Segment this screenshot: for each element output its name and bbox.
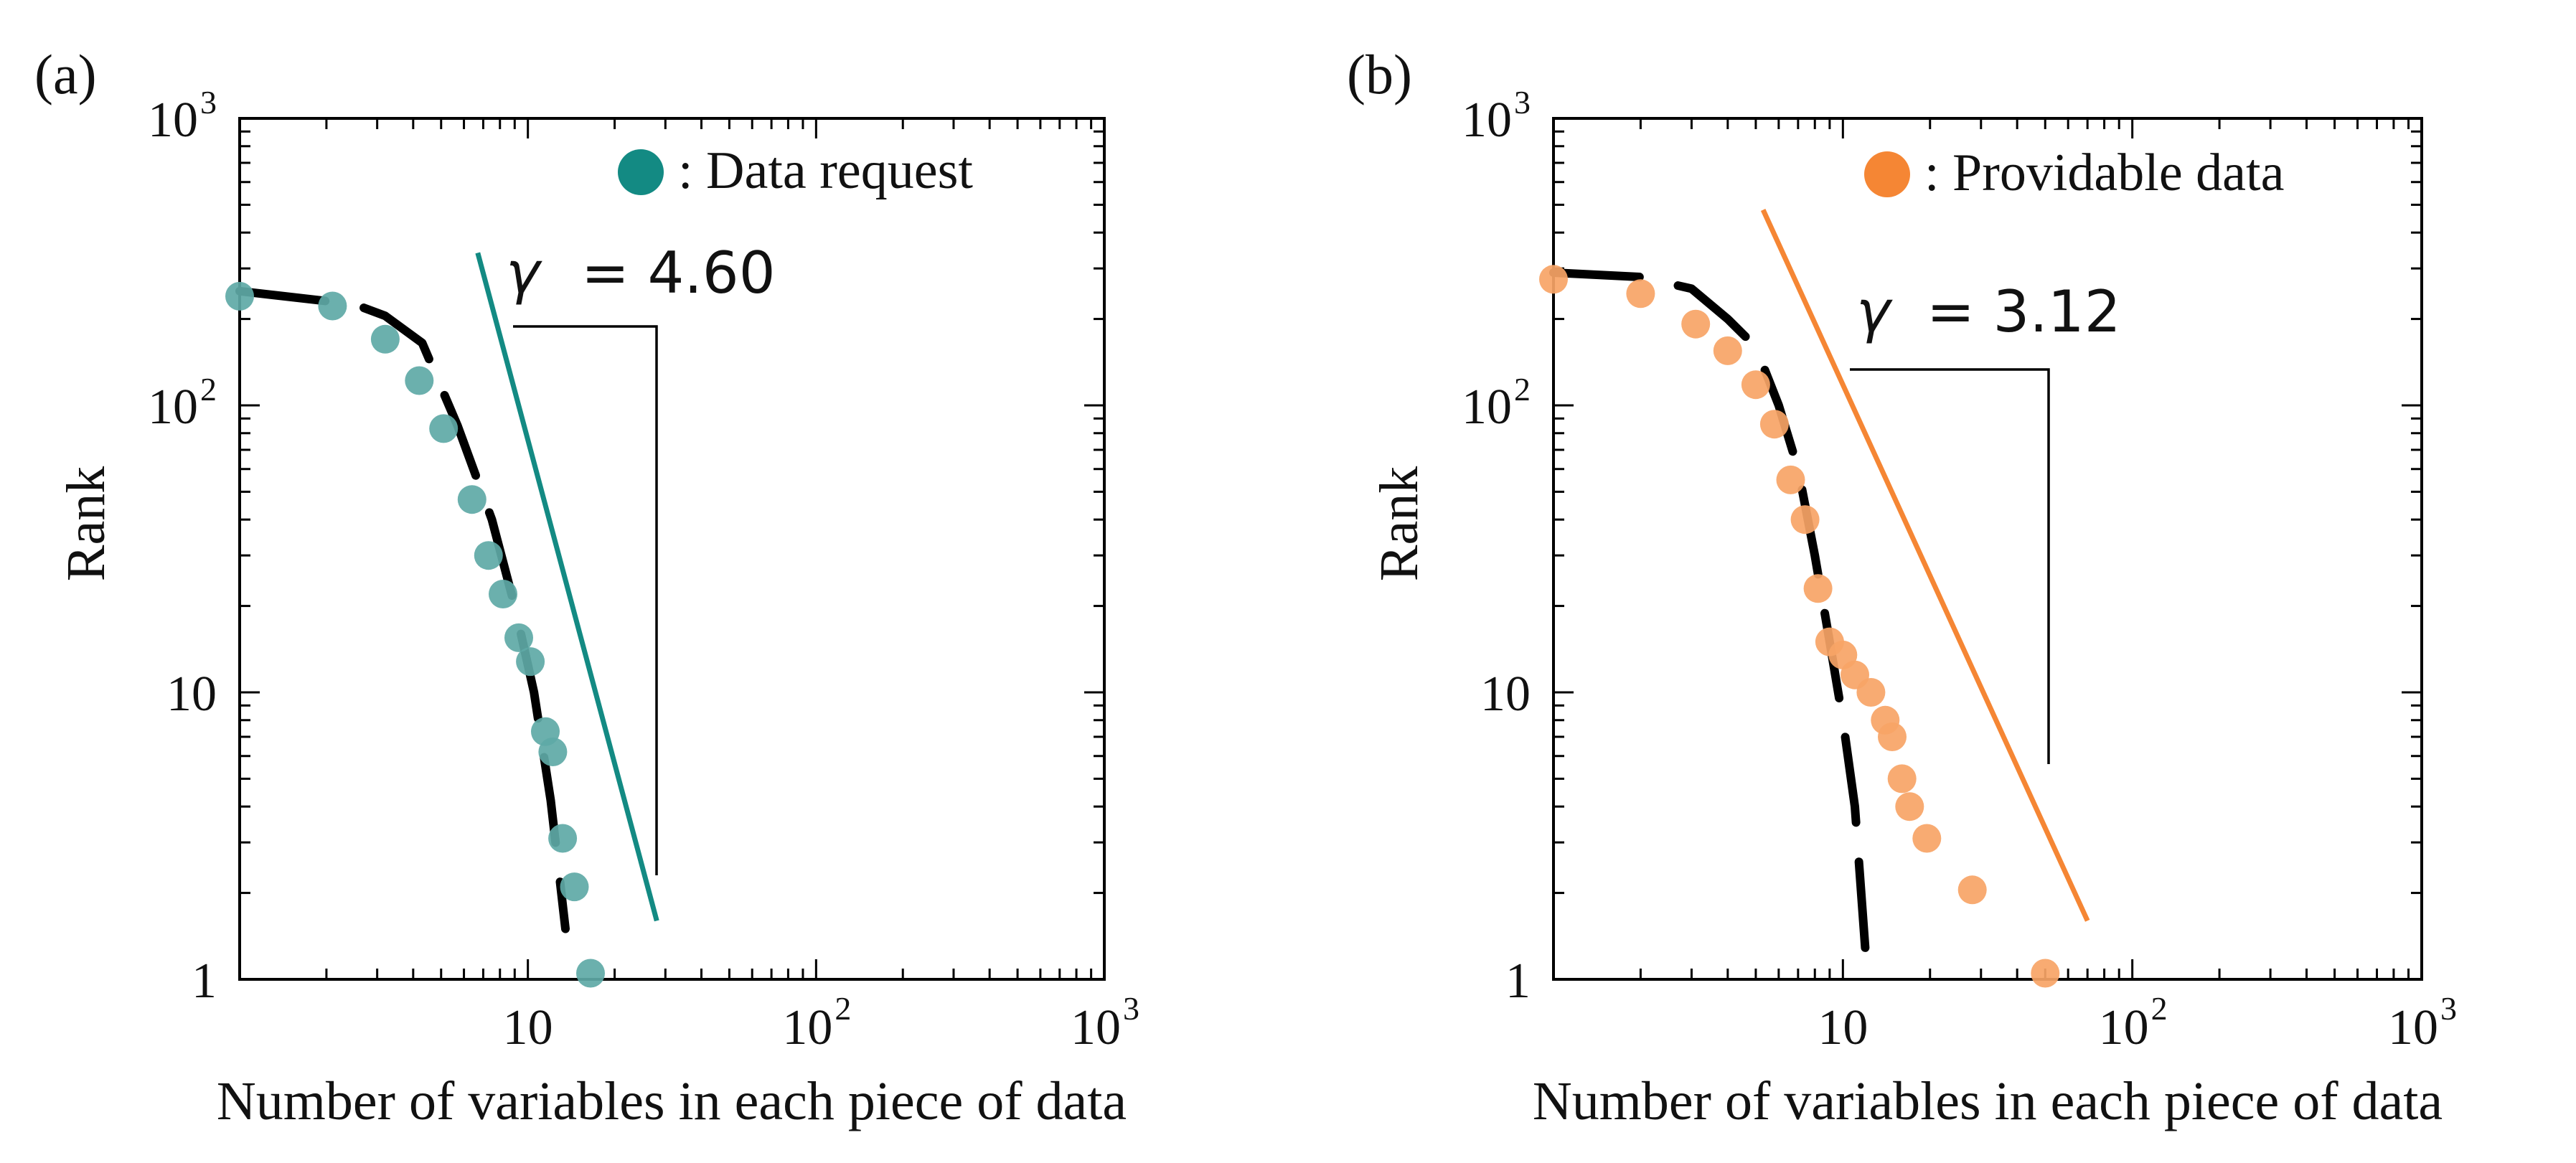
data-point (560, 872, 589, 902)
x-tick-label: 10 (782, 1000, 832, 1055)
data-point (489, 580, 517, 608)
data-point (1776, 465, 1805, 494)
slope-bracket (1850, 368, 2050, 764)
legend-label: : Providable data (1924, 143, 2284, 202)
data-point (318, 291, 347, 321)
y-tick-label: 10 (1480, 667, 1531, 722)
tick-marks (1553, 118, 2422, 979)
tick-marks (240, 118, 1104, 979)
fit-line (1760, 209, 2090, 922)
gamma-value: = 3.12 (1927, 278, 2121, 345)
data-point (1759, 410, 1789, 439)
dashed-fit-curve (235, 286, 570, 933)
data-point (405, 366, 434, 395)
slope-bracket (513, 325, 658, 875)
x-tick-exponent: 3 (2440, 990, 2457, 1027)
y-tick-label: 1 (1505, 954, 1531, 1009)
x-tick-label: 10 (1071, 1000, 1121, 1055)
dashed-fit-line (235, 286, 570, 933)
x-tick-labels: 10 10 2 10 3 (1818, 990, 2457, 1055)
data-points (1539, 265, 2060, 988)
y-tick-label: 10 (148, 380, 198, 435)
dashed-fit-curve (1549, 268, 1871, 961)
data-point (1957, 875, 1987, 905)
data-point (576, 959, 605, 988)
y-tick-exponent: 2 (200, 371, 217, 408)
x-axis-label: Number of variables in each piece of dat… (1533, 1071, 2443, 1131)
x-tick-label: 10 (503, 1000, 553, 1055)
y-tick-exponent: 3 (1514, 84, 1531, 121)
x-tick-label: 10 (2099, 1000, 2149, 1055)
x-tick-label: 10 (2388, 1000, 2438, 1055)
data-point (1626, 279, 1655, 309)
gamma-value: = 4.60 (581, 240, 776, 306)
y-axis-label: Rank (56, 466, 116, 581)
data-point (1741, 370, 1770, 400)
data-point (1681, 309, 1711, 339)
data-point (1895, 792, 1924, 821)
y-tick-label: 10 (148, 93, 198, 148)
y-tick-exponent: 3 (200, 84, 217, 121)
data-point (474, 541, 503, 570)
data-point (1539, 265, 1568, 294)
data-points (225, 281, 605, 988)
data-point (429, 414, 459, 443)
panel-label: (a) (34, 43, 97, 105)
data-point (2031, 959, 2060, 988)
data-point (1878, 722, 1907, 751)
data-point (1887, 764, 1917, 794)
data-point (548, 824, 578, 853)
y-tick-label: 10 (1462, 93, 1512, 148)
x-tick-exponent: 3 (1123, 990, 1139, 1027)
legend-marker (1864, 151, 1910, 197)
legend-marker (618, 149, 664, 195)
data-point (1713, 336, 1742, 365)
data-point (516, 647, 545, 677)
data-point (225, 281, 254, 311)
y-tick-label: 10 (166, 667, 217, 722)
x-tick-exponent: 2 (835, 990, 851, 1027)
y-tick-exponent: 2 (1514, 371, 1531, 408)
x-tick-label: 10 (1818, 1000, 1868, 1055)
data-point (457, 485, 486, 514)
fit-line (475, 252, 659, 922)
gamma-symbol: γ (1856, 278, 1893, 345)
power-law-fit-line (475, 252, 659, 922)
plot-frame (238, 117, 1106, 981)
x-tick-exponent: 2 (2151, 990, 2168, 1027)
panel-label: (b) (1347, 43, 1412, 105)
dashed-fit-line (1549, 268, 1871, 961)
power-law-fit-line (1760, 209, 2090, 922)
gamma-symbol: γ (506, 240, 542, 306)
data-point (1803, 574, 1833, 603)
data-point (1790, 505, 1820, 535)
data-point (538, 738, 568, 766)
data-point (1912, 824, 1942, 853)
data-point (370, 324, 400, 354)
y-tick-label: 1 (192, 954, 217, 1009)
plot-frame (1552, 117, 2423, 981)
y-axis-label: Rank (1369, 466, 1429, 581)
data-point (1856, 678, 1886, 707)
legend-label: : Data request (678, 141, 973, 200)
y-tick-label: 10 (1462, 380, 1512, 435)
x-tick-labels: 10 10 2 10 3 (503, 990, 1139, 1055)
data-point (504, 623, 533, 652)
x-axis-label: Number of variables in each piece of dat… (217, 1071, 1127, 1131)
